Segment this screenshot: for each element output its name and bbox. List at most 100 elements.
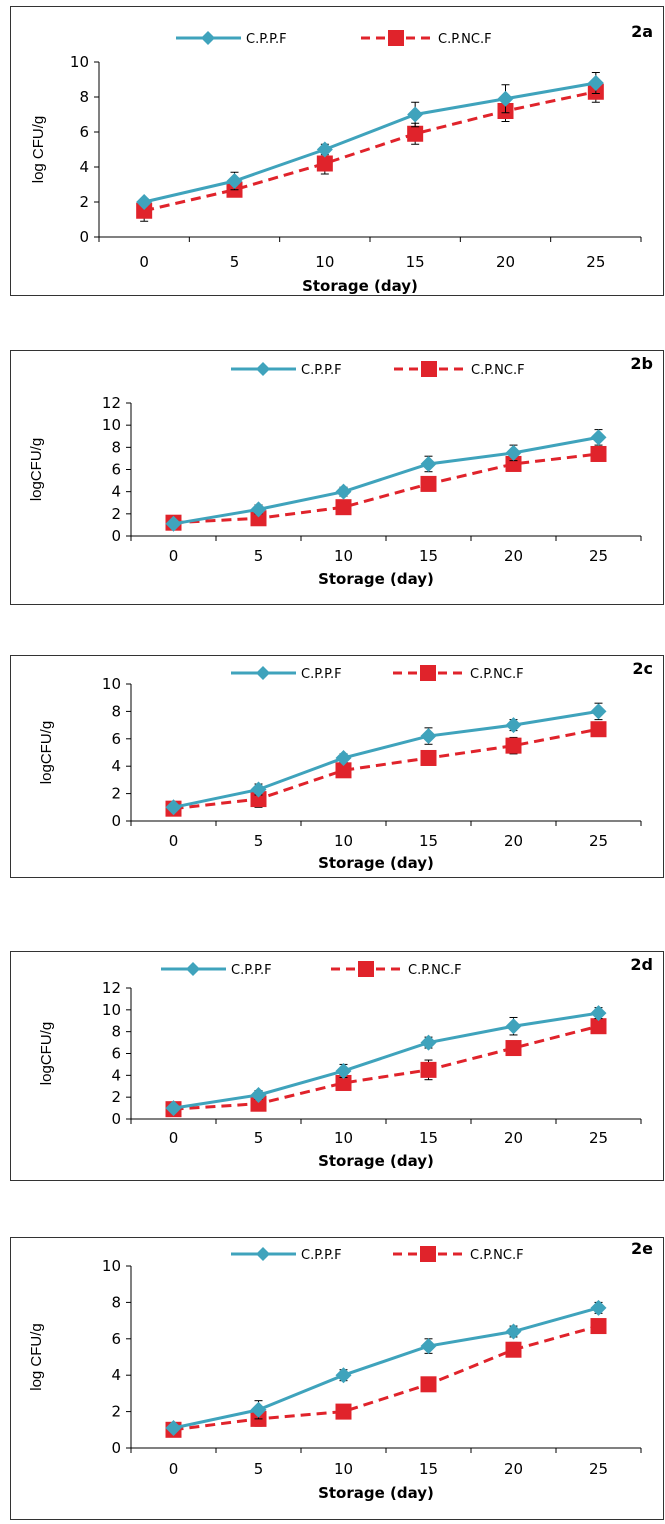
data-point-cpncf (420, 1061, 437, 1078)
data-point-cppf (335, 483, 352, 500)
legend-marker-cpncf (388, 30, 404, 46)
y-tick-label: 12 (102, 979, 121, 997)
data-point-cpncf (505, 1341, 522, 1358)
x-tick-label: 5 (254, 832, 264, 850)
x-tick-label: 5 (254, 1129, 264, 1147)
line-chart-2c: 0 2 4 6 8 10 0 5 10 15 20 25 Storage (day) logCFU/g 2c… (38, 659, 653, 872)
y-tick-label: 0 (111, 527, 121, 545)
legend-label-cpncf: C.P.NC.F (470, 1248, 524, 1263)
legend-label-cppf: C.P.P.F (231, 963, 272, 978)
panel-label: 2b (630, 354, 653, 373)
data-point-cpncf (420, 1376, 437, 1393)
legend: C.P.P.F C.P.NC.F (231, 665, 524, 682)
x-tick-label: 20 (496, 253, 515, 271)
y-tick-label: 8 (111, 1293, 121, 1311)
y-tick-label: 4 (111, 1366, 121, 1384)
series-line-cpncf (173, 1024, 599, 1111)
data-point-cppf (505, 1018, 522, 1035)
y-tick-label: 2 (111, 785, 121, 803)
x-tick-label: 10 (334, 1129, 353, 1147)
data-point-cppf (420, 728, 437, 745)
data-point-cpncf (590, 721, 607, 738)
data-point-cpncf (136, 202, 153, 219)
panel-label: 2c (632, 659, 653, 678)
y-tick-label: 2 (111, 1088, 121, 1106)
legend: C.P.P.F C.P.NC.F (176, 30, 492, 47)
series-line-cppf (173, 435, 599, 526)
series-line-cpncf (173, 727, 599, 811)
data-point-cppf (590, 1005, 607, 1022)
series-line-cppf (143, 81, 597, 204)
data-point-cppf (250, 781, 267, 798)
x-tick-label: 0 (169, 1129, 179, 1147)
legend-marker-cpncf (420, 1246, 436, 1262)
legend-marker-cppf (256, 666, 270, 680)
y-tick-label: 6 (79, 123, 89, 141)
x-tick-label: 15 (419, 832, 438, 850)
legend-label-cpncf: C.P.NC.F (470, 667, 524, 682)
x-tick-label: 20 (504, 1460, 523, 1478)
data-point-cpncf (335, 762, 352, 779)
x-tick-label: 0 (139, 253, 149, 271)
data-point-cpncf (590, 445, 607, 462)
data-point-cppf (420, 1034, 437, 1051)
y-tick-label: 6 (111, 1045, 121, 1063)
data-point-cppf (165, 799, 182, 816)
y-axis-title: log CFU/g (30, 116, 47, 184)
data-point-cpncf (335, 1403, 352, 1420)
x-axis-title: Storage (day) (318, 1152, 434, 1170)
legend-marker-cppf (201, 31, 215, 45)
data-point-cpncf (335, 1074, 352, 1091)
legend-label-cppf: C.P.P.F (246, 32, 287, 47)
data-point-cppf (136, 194, 153, 210)
y-tick-label: 10 (70, 53, 89, 71)
y-tick-label: 8 (79, 88, 89, 106)
y-tick-label: 0 (111, 1110, 121, 1128)
y-tick-label: 10 (102, 1257, 121, 1275)
data-point-cppf (497, 90, 514, 107)
data-point-cpncf (505, 1040, 522, 1057)
x-tick-label: 10 (334, 832, 353, 850)
y-tick-label: 0 (111, 812, 121, 830)
x-axis-title: Storage (day) (318, 854, 434, 872)
data-point-cpncf (505, 737, 522, 754)
chart-panel-2e: 0 2 4 6 8 10 0 5 10 15 20 25 Storage (day) log CFU/g 2… (10, 1237, 664, 1520)
data-point-cppf (590, 1299, 607, 1316)
x-axis-title: Storage (day) (318, 1484, 434, 1502)
data-point-cppf (420, 1338, 437, 1355)
legend-label-cpncf: C.P.NC.F (408, 963, 462, 978)
line-chart-2a: 0 2 4 6 8 10 0 5 10 15 20 25 Storage (day) log CFU/g 2… (30, 22, 653, 295)
x-tick-label: 5 (254, 1460, 264, 1478)
series-line-cppf (173, 1011, 599, 1110)
data-point-cppf (590, 429, 607, 446)
y-tick-label: 0 (111, 1439, 121, 1457)
series-line-cppf (173, 1306, 599, 1430)
series-line-cpncf (173, 1324, 599, 1432)
data-point-cppf (250, 1086, 267, 1103)
legend: C.P.P.F C.P.NC.F (231, 1246, 524, 1263)
data-point-cppf (505, 444, 522, 461)
y-tick-label: 2 (111, 1403, 121, 1421)
data-point-cppf (335, 1367, 352, 1384)
x-tick-label: 15 (406, 253, 425, 271)
y-tick-label: 10 (102, 416, 121, 434)
legend-marker-cppf (256, 362, 270, 376)
x-tick-label: 25 (589, 1460, 608, 1478)
data-point-cppf (165, 515, 182, 532)
data-point-cppf (250, 1401, 267, 1418)
y-tick-label: 4 (111, 1066, 121, 1084)
y-tick-label: 10 (102, 675, 121, 693)
legend-label-cpncf: C.P.NC.F (471, 363, 525, 378)
y-tick-label: 6 (111, 461, 121, 479)
x-tick-label: 10 (334, 1460, 353, 1478)
x-tick-label: 0 (169, 832, 179, 850)
line-chart-2e: 0 2 4 6 8 10 0 5 10 15 20 25 Storage (day) log CFU/g 2… (28, 1239, 653, 1502)
y-tick-label: 8 (111, 1023, 121, 1041)
series-line-cpncf (173, 452, 599, 525)
data-point-cppf (420, 455, 437, 472)
y-tick-label: 4 (111, 757, 121, 775)
y-tick-label: 4 (111, 483, 121, 501)
legend-label-cpncf: C.P.NC.F (438, 32, 492, 47)
x-tick-label: 20 (504, 547, 523, 565)
data-point-cppf (407, 106, 424, 123)
